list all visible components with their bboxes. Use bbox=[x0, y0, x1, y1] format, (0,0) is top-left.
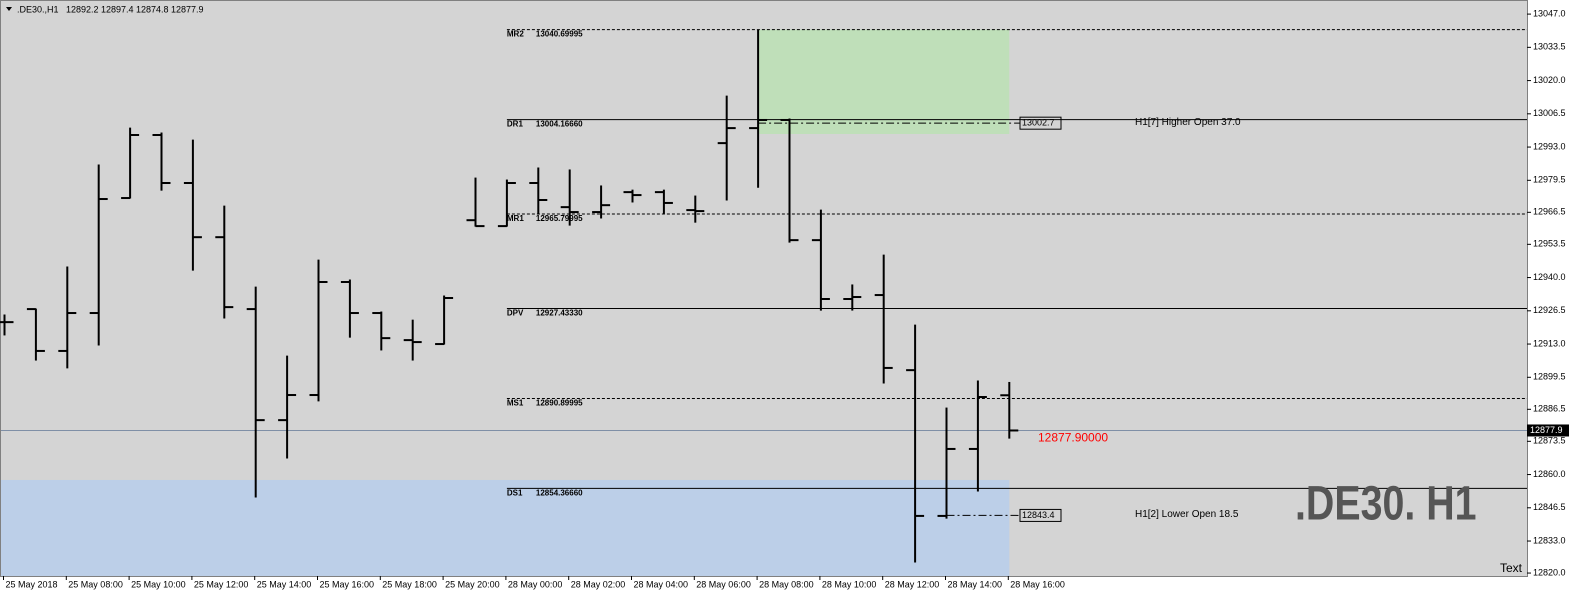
current-price-box bbox=[1527, 424, 1569, 437]
header-open: 12892.2 bbox=[66, 4, 99, 14]
open-box bbox=[1019, 508, 1062, 522]
x-tick-label: 28 May 12:00 bbox=[885, 579, 940, 589]
x-tick-label: 25 May 08:00 bbox=[68, 579, 123, 589]
y-tick-label: 12846.5 bbox=[1533, 502, 1566, 512]
header-close: 12877.9 bbox=[171, 4, 204, 14]
main: MR2 13040.69995 DR1 13004.16660 MR1 12965.799… bbox=[0, 29, 1527, 563]
y-tick-label: 12860.0 bbox=[1533, 469, 1566, 479]
level-name: MR1 bbox=[507, 214, 524, 223]
y-tick-label: 12926.5 bbox=[1533, 305, 1566, 315]
y-tick-label: 12966.5 bbox=[1533, 207, 1566, 217]
open-value: 12843.4 bbox=[1022, 510, 1055, 520]
x-tick-label: 28 May 06:00 bbox=[696, 579, 751, 589]
level-value: 13040.69995 bbox=[536, 30, 583, 39]
x-tick-label: 25 May 12:00 bbox=[194, 579, 249, 589]
x-tick-label: 28 May 08:00 bbox=[759, 579, 814, 589]
level-name: DPV bbox=[507, 309, 524, 318]
open-value: 13002.7 bbox=[1022, 118, 1055, 128]
y-tick-label: 12873.5 bbox=[1533, 436, 1566, 446]
x-tick-label: 28 May 04:00 bbox=[634, 579, 689, 589]
zone bbox=[758, 29, 1010, 135]
level-name: MR2 bbox=[507, 30, 524, 39]
x-tick-label: 25 May 18:00 bbox=[382, 579, 437, 589]
x-tick-label: 25 May 20:00 bbox=[445, 579, 500, 589]
chart-title: .DE30.,H1 bbox=[17, 4, 59, 14]
x-tick-label: 28 May 16:00 bbox=[1010, 579, 1065, 589]
x-tick-label: 28 May 14:00 bbox=[948, 579, 1003, 589]
watermark: .DE30. H1 bbox=[1295, 477, 1477, 531]
y-tick-label: 12899.5 bbox=[1533, 372, 1566, 382]
open-text: H1[7] Higher Open 37.0 bbox=[1135, 117, 1241, 128]
level-value: 12854.36660 bbox=[536, 489, 583, 498]
level-value: 12965.79995 bbox=[536, 214, 583, 223]
x-tick-label: 25 May 2018 bbox=[6, 579, 58, 589]
y-tick-label: 13033.5 bbox=[1533, 42, 1566, 52]
x-tick-label: 28 May 02:00 bbox=[571, 579, 626, 589]
x-tick-label: 25 May 16:00 bbox=[320, 579, 375, 589]
y-tick-label: 12913.0 bbox=[1533, 338, 1566, 348]
y-tick-label: 13020.0 bbox=[1533, 75, 1566, 85]
level-value: 12890.89995 bbox=[536, 399, 583, 408]
y-tick-label: 12886.5 bbox=[1533, 404, 1566, 414]
open-text: H1[2] Lower Open 18.5 bbox=[1135, 509, 1239, 520]
level-name: MS1 bbox=[507, 399, 524, 408]
level-value: 13004.16660 bbox=[536, 120, 583, 129]
zone bbox=[1, 479, 1010, 576]
header-low: 12874.8 bbox=[136, 4, 169, 14]
current-price-value: 12877.9 bbox=[1530, 425, 1563, 435]
open-box bbox=[1019, 116, 1062, 130]
y-tick-label: 13047.0 bbox=[1533, 8, 1566, 18]
y-tick-label: 12979.5 bbox=[1533, 175, 1566, 185]
y-tick-label: 12833.0 bbox=[1533, 535, 1566, 545]
level-value: 12927.43330 bbox=[536, 309, 583, 318]
level-name: DR1 bbox=[507, 120, 524, 129]
x-tick-label: 25 May 10:00 bbox=[131, 579, 186, 589]
price-label: 12877.90000 bbox=[1038, 431, 1108, 445]
x-tick-label: 25 May 14:00 bbox=[257, 579, 312, 589]
menu-arrow bbox=[6, 7, 12, 11]
y-tick-label: 12820.0 bbox=[1533, 567, 1566, 577]
y-tick-label: 12940.0 bbox=[1533, 272, 1566, 282]
x-tick-label: 28 May 10:00 bbox=[822, 579, 877, 589]
y-tick-label: 12953.5 bbox=[1533, 239, 1566, 249]
level-name: DS1 bbox=[507, 489, 523, 498]
header-high: 12897.4 bbox=[101, 4, 134, 14]
corner-text[interactable]: Text bbox=[1500, 561, 1523, 575]
zones bbox=[1, 29, 1010, 576]
x-tick-label: 28 May 00:00 bbox=[508, 579, 563, 589]
y-tick-label: 13006.5 bbox=[1533, 108, 1566, 118]
y-tick-label: 12993.0 bbox=[1533, 141, 1566, 151]
